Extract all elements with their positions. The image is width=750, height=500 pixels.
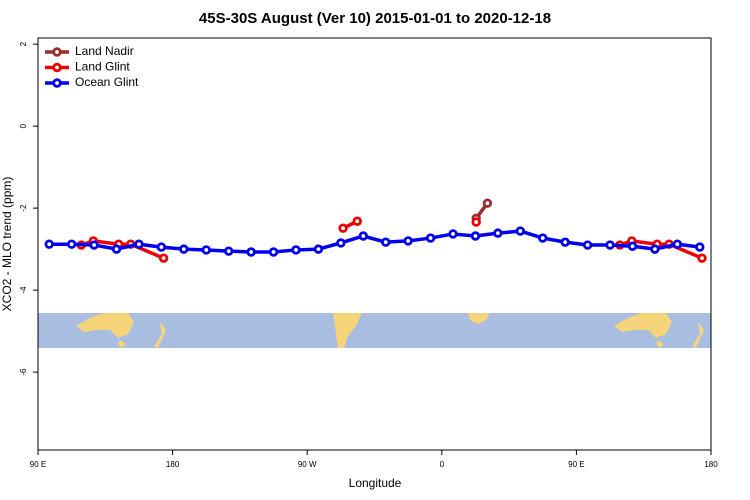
point [352, 216, 363, 226]
x-tick-label: 90 E [30, 460, 46, 469]
point [538, 233, 548, 243]
point [493, 228, 503, 238]
point [291, 245, 301, 255]
point [425, 233, 436, 243]
series-line [49, 229, 701, 254]
y-tick-label: -4 [19, 286, 28, 294]
map-band [38, 313, 711, 348]
legend-marker [52, 78, 62, 88]
point [223, 246, 234, 256]
point [697, 253, 707, 263]
point [89, 240, 99, 250]
point [605, 240, 615, 250]
point [336, 238, 346, 248]
chart-title: 45S-30S August (Ver 10) 2015-01-01 to 20… [199, 10, 551, 27]
y-axis-label: XCO2 - MLO trend (ppm) [0, 177, 14, 312]
point [268, 247, 279, 257]
legend-marker [52, 62, 62, 73]
point [470, 231, 481, 241]
point [403, 236, 413, 246]
point [560, 237, 570, 247]
point [313, 244, 324, 254]
y-tick-label: 0 [19, 123, 28, 128]
legend-label: Land Nadir [75, 44, 134, 58]
point [158, 253, 169, 263]
legend-label: Land Glint [75, 60, 130, 74]
point [650, 244, 660, 254]
point [111, 244, 122, 254]
point [66, 239, 77, 249]
point [381, 237, 391, 247]
x-axis-label: Longitude [349, 476, 402, 490]
point [44, 239, 54, 249]
x-tick-label: 180 [166, 460, 180, 469]
point [134, 239, 144, 249]
x-tick-label: 180 [704, 460, 718, 469]
point [627, 241, 638, 251]
x-tick-label: 90 W [298, 460, 317, 469]
y-tick-label: -6 [19, 368, 28, 376]
point [246, 247, 256, 257]
point [338, 223, 348, 233]
legend-label: Ocean Glint [75, 75, 139, 89]
point [156, 242, 167, 252]
y-tick-label: -2 [19, 204, 28, 212]
y-tick-label: 2 [19, 41, 28, 46]
point [672, 239, 683, 249]
point [358, 231, 368, 241]
point [201, 245, 211, 255]
point [582, 240, 593, 250]
legend-marker [52, 47, 62, 57]
point [695, 242, 705, 252]
x-tick-label: 90 E [568, 460, 584, 469]
x-tick-label: 0 [440, 460, 445, 469]
plot-frame [37, 37, 712, 451]
point [482, 198, 493, 208]
point [179, 244, 189, 254]
series-line [80, 219, 703, 260]
point [448, 229, 458, 239]
point [471, 217, 481, 227]
point [515, 226, 526, 236]
